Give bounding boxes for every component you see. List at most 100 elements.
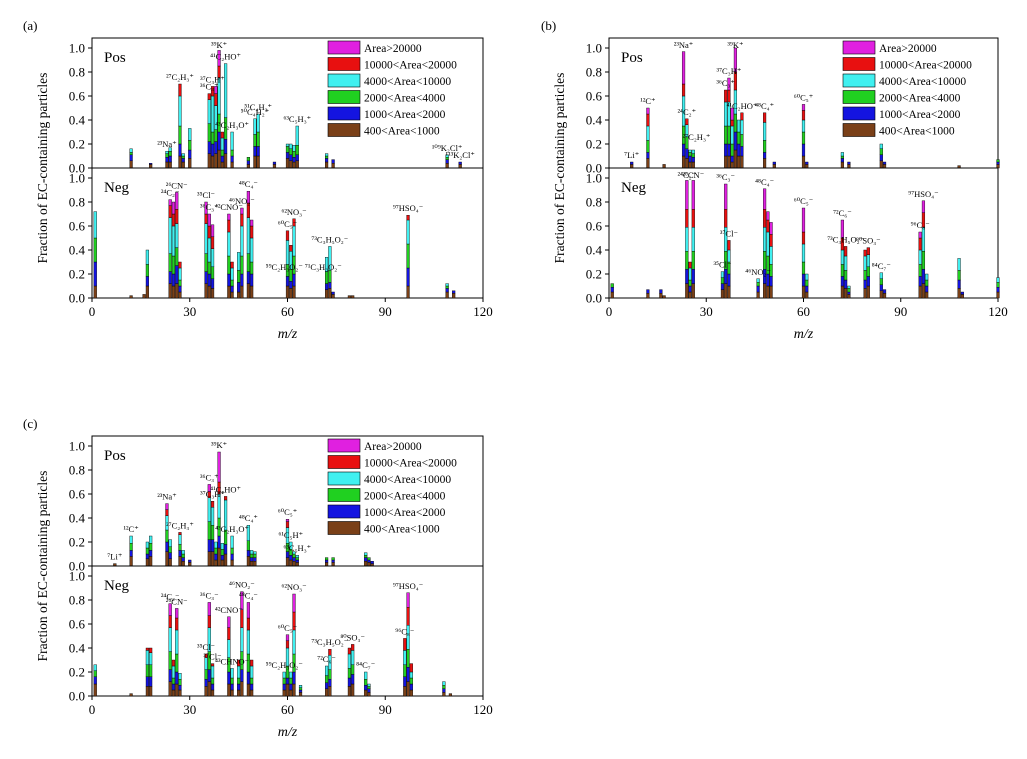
subplot-label: Neg [104,578,129,594]
bar-segment [230,161,234,169]
peak-annotation: ²⁶CN⁻ [166,596,188,606]
bar-mz-24 [168,147,172,169]
bar-segment [367,686,371,690]
bar-segment [918,276,922,287]
bar-segment [230,131,234,151]
bar-mz-74 [847,161,851,169]
bar-segment [289,281,293,289]
bar-segment [442,681,446,686]
bar-segment [740,155,744,169]
x-tick-label: 120 [473,304,493,319]
bar-mz-48 [763,188,767,299]
bar-segment [207,484,211,492]
peak-annotation: ³⁵Cl⁻ [197,642,215,652]
bar-segment [720,277,725,284]
bar-mz-74 [331,291,335,299]
legend-label: 2000<Area<4000 [364,491,446,503]
bar-mz-51 [256,113,260,169]
bar-segment [840,249,844,265]
peak-annotation: ⁴³CHNO⁻ [215,656,249,666]
peak-annotation: ⁷Li⁺ [624,150,639,160]
bar-segment [129,295,133,299]
bar-segment [220,137,224,151]
y-tick-label: 0.8 [69,593,85,608]
subplot-neg: 0.0 0.2 0.4 0.6 0.8 1.0 Neg ²⁴C₂⁻²⁶CN⁻ ³⁵Cl⁻ ³⁶C₃… [586,167,1000,306]
bar-segment [364,555,368,558]
bar-segment [246,160,250,165]
bar-segment [805,164,809,169]
y-tick-label: 0.4 [69,243,86,258]
bar-segment [863,249,867,257]
bar-segment [445,162,449,169]
bar-segment [921,269,926,284]
bar-segment [149,164,153,169]
bar-segment [204,223,208,254]
peak-annotation: ⁴⁸C₄⁺ [755,101,774,111]
bar-segment [168,603,172,616]
peak-annotation: ⁴⁸C₄⁻ [755,177,774,187]
bar-mz-51 [772,161,776,169]
bar-segment [250,273,254,287]
bar-segment [289,559,293,567]
bar-segment [733,47,738,73]
bar-segment [863,255,867,271]
bar-segment [724,155,728,169]
bar-mz-35 [720,271,725,299]
bar-segment [630,164,634,169]
peak-annotation: ⁸⁴C₇⁻ [872,261,891,271]
bar-mz-16 [142,294,146,299]
bar-segment [240,669,244,682]
bar-segment [214,153,218,169]
bar-mz-98 [925,273,929,299]
bar-segment [756,282,760,287]
bar-segment [272,161,277,165]
bar-segment [724,89,728,103]
bar-mz-79 [863,249,867,299]
x-tick-label: 90 [379,702,392,717]
bar-mz-36 [207,213,211,299]
bar-segment [250,550,254,555]
subplot-label: Pos [104,50,126,66]
bar-segment [325,688,329,697]
bar-mz-61 [289,244,293,299]
bar-segment [93,237,97,263]
bar-segment [325,682,329,689]
peak-annotation: ⁴⁶NO₂⁻ [229,196,255,206]
bar-segment [325,289,329,299]
bar-mz-18 [149,162,153,169]
legend: Area>20000 10000<Area<20000 4000<Area<1000… [327,438,457,536]
bar-segment [685,283,689,299]
bar-segment [93,670,97,677]
bar-segment [364,679,368,686]
bar-segment [921,200,926,214]
bar-segment [292,671,296,685]
bar-segment [370,561,374,564]
x-tick-label: 30 [183,304,196,319]
bar-segment [298,685,303,688]
bar-segment [227,213,231,221]
bar-segment [220,559,224,567]
bar-segment [145,285,149,299]
bar-segment [246,283,250,299]
bar-segment [227,231,231,257]
legend-label: 4000<Area<10000 [364,76,451,88]
bar-segment [246,556,250,567]
bar-mz-37 [727,77,731,169]
bar-mz-62 [292,144,296,169]
bar-segment [220,555,224,561]
bar-segment [763,208,767,228]
bar-segment [145,547,149,555]
bar-segment [292,561,296,567]
bar-segment [847,294,851,299]
bar-segment [292,150,296,158]
y-tick-label: 1.0 [586,171,602,186]
peak-annotation: ³⁶C₃⁻ [200,202,219,212]
bar-segment [659,289,663,294]
bar-segment [178,155,182,169]
bar-segment [406,649,410,668]
peak-annotation: ⁴⁸C₄⁻ [239,590,258,600]
bar-mz-7 [630,161,634,169]
legend-swatch [327,488,361,502]
y-tick-label: 0.6 [586,219,603,234]
